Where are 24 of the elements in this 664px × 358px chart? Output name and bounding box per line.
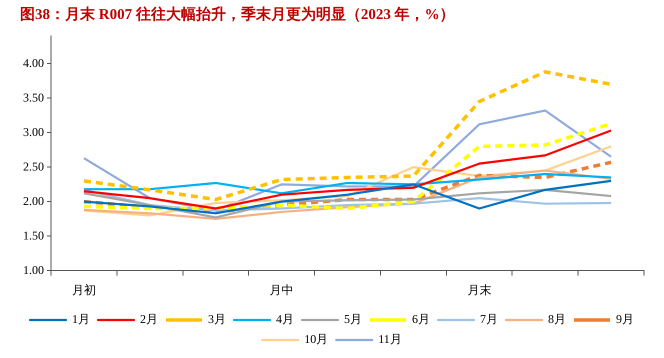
chart-title: 图38：月末 R007 往往大幅抬升，季末月更为明显（2023 年，%） bbox=[20, 6, 455, 23]
x-tick-label: 月中 bbox=[270, 282, 294, 297]
y-tick-label: 3.00 bbox=[23, 124, 44, 139]
x-tick-label: 月末 bbox=[467, 282, 492, 297]
legend-label: 8月 bbox=[548, 312, 566, 326]
legend-label: 4月 bbox=[276, 312, 294, 326]
y-tick-label: 1.50 bbox=[23, 228, 44, 242]
y-tick-label: 1.00 bbox=[23, 262, 44, 277]
y-tick-label: 2.00 bbox=[23, 194, 44, 208]
legend-label: 3月 bbox=[208, 312, 226, 326]
line-series bbox=[82, 70, 613, 202]
legend-label: 7月 bbox=[480, 312, 498, 326]
x-tick-label: 月初 bbox=[72, 282, 96, 297]
legend-label: 11月 bbox=[378, 332, 402, 346]
legend-label: 6月 bbox=[412, 312, 430, 326]
y-tick-label: 2.50 bbox=[23, 159, 44, 174]
legend-label: 10月 bbox=[304, 332, 328, 346]
y-tick-label: 4.00 bbox=[23, 56, 44, 70]
legend-label: 1月 bbox=[72, 312, 90, 326]
legend-label: 5月 bbox=[344, 312, 362, 326]
y-tick-label: 3.50 bbox=[23, 90, 44, 104]
legend-label: 2月 bbox=[140, 312, 158, 326]
line-series bbox=[82, 160, 613, 214]
legend-label: 9月 bbox=[616, 312, 634, 326]
